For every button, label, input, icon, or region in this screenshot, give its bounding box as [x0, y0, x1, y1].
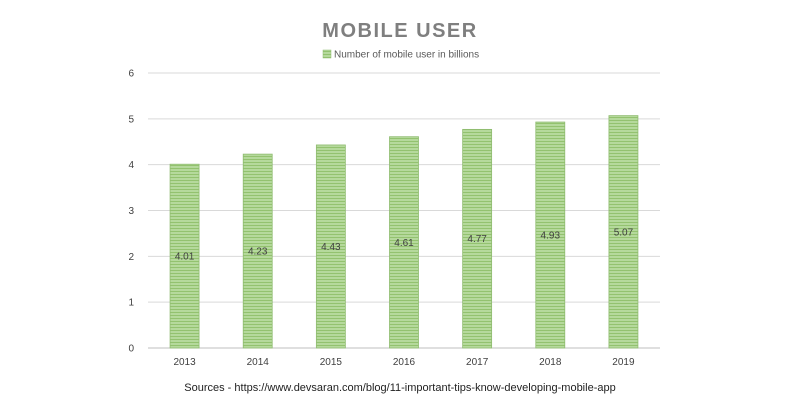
y-tick-label: 1: [128, 298, 134, 309]
data-label: 4.01: [175, 252, 195, 263]
y-tick-label: 0: [128, 344, 134, 355]
x-tick-label: 2017: [466, 357, 489, 368]
y-tick-label: 4: [128, 160, 134, 171]
y-axis: 0 1 2 3 4 5 6: [128, 69, 134, 355]
x-tick-label: 2018: [539, 357, 562, 368]
legend: Number of mobile user in billions: [322, 49, 479, 61]
x-tick-label: 2014: [247, 357, 270, 368]
x-tick-label: 2015: [320, 357, 343, 368]
data-label: 5.07: [614, 227, 634, 238]
legend-swatch: [322, 49, 332, 59]
y-tick-label: 5: [128, 114, 134, 125]
data-label: 4.43: [321, 242, 341, 253]
chart-title: MOBILE USER: [322, 20, 477, 42]
bar: [169, 163, 200, 349]
data-label: 4.61: [394, 238, 414, 249]
y-tick-label: 3: [128, 206, 134, 217]
data-label: 4.77: [467, 234, 487, 245]
bar: [535, 121, 566, 349]
y-tick-label: 2: [128, 252, 134, 263]
bar: [608, 115, 639, 349]
data-labels: 4.01 4.23 4.43 4.61 4.77 4.93 5.07: [175, 227, 634, 262]
bar: [242, 153, 273, 349]
x-axis: 2013 2014 2015 2016 2017 2018 2019: [173, 357, 635, 368]
bar: [389, 136, 419, 349]
bar: [462, 128, 493, 349]
y-tick-label: 6: [128, 69, 134, 80]
bar-series: [169, 115, 639, 349]
data-label: 4.93: [541, 231, 561, 242]
data-label: 4.23: [248, 247, 268, 258]
source-caption: Sources - https://www.devsaran.com/blog/…: [184, 382, 615, 394]
bar: [315, 144, 346, 349]
legend-label: Number of mobile user in billions: [334, 50, 479, 61]
x-tick-label: 2019: [612, 357, 635, 368]
x-tick-label: 2013: [173, 357, 196, 368]
x-tick-label: 2016: [393, 357, 416, 368]
